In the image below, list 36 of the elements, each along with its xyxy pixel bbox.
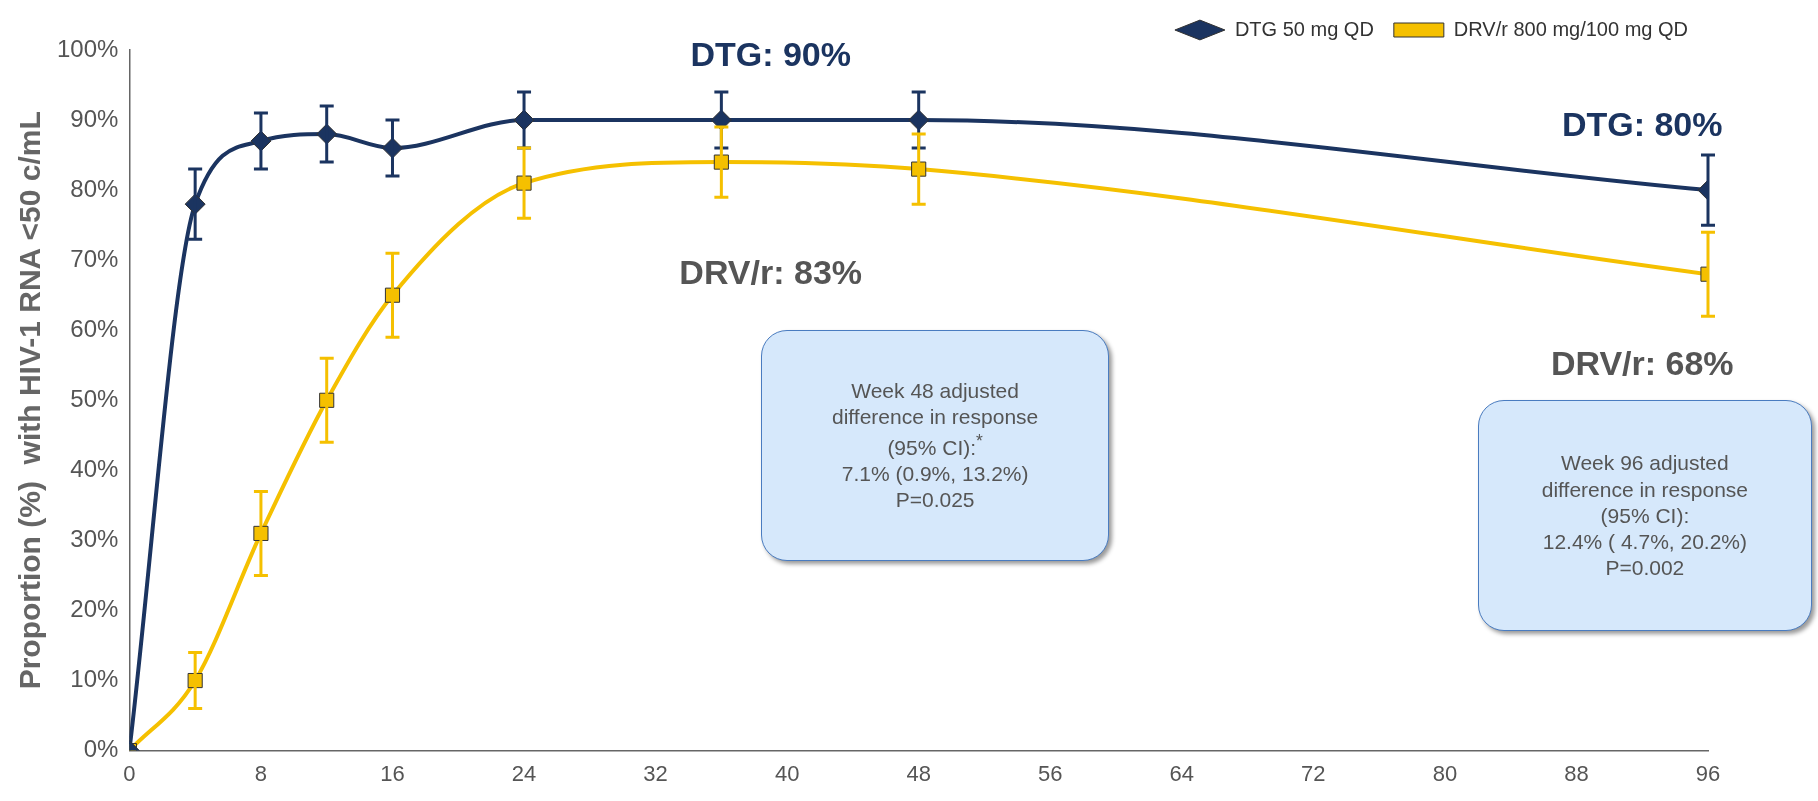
y-axis-title: Proportion (%) with HIV-1 RNA <50 c/mL — [13, 111, 47, 690]
y-tick-label: 60% — [70, 314, 119, 342]
y-tick-label: 100% — [56, 34, 119, 62]
x-tick-label: 40 — [774, 760, 800, 786]
annotation: Week 48 adjusted difference in response (95% CI):$^{*}$ 7.1% (0.9%, 13.2%) P=0.025 — [832, 378, 1039, 514]
y-tick-label: 40% — [70, 454, 119, 482]
y-tick-label: 0% — [83, 735, 119, 763]
x-tick-label: 64 — [1169, 760, 1195, 786]
y-tick-label: 30% — [70, 525, 119, 553]
y-tick-label: 70% — [70, 244, 119, 272]
legend-label: DTG 50 mg QD — [1234, 17, 1374, 40]
annotation: DRV/r: 68% — [1550, 343, 1734, 382]
annotation: DTG: 90% — [690, 35, 851, 74]
x-tick-label: 72 — [1301, 760, 1326, 786]
x-tick-label: 32 — [643, 760, 668, 786]
annotation: DRV/r: 83% — [679, 252, 863, 291]
y-tick-label: 50% — [70, 384, 119, 412]
x-tick-label: 48 — [906, 760, 931, 786]
legend-label: DRV/r 800 mg/100 mg QD — [1453, 17, 1688, 40]
y-tick-label: 80% — [70, 174, 119, 202]
y-tick-label: 90% — [70, 104, 119, 132]
x-tick-label: 96 — [1695, 760, 1721, 786]
callout-box: Week 96 adjusted difference in response (95% CI): 12.4% ( 4.7%, 20.2%) P=0.002 — [1477, 400, 1812, 632]
callout-box: Week 48 adjusted difference in response (95% CI):$^{*}$ 7.1% (0.9%, 13.2%) P=0.025 — [760, 330, 1110, 562]
x-tick-label: 0 — [123, 760, 136, 786]
x-tick-label: 88 — [1564, 760, 1589, 786]
point — [516, 175, 532, 191]
x-tick-label: 56 — [1038, 760, 1063, 786]
y-tick-label: 10% — [70, 665, 119, 693]
x-tick-label: 16 — [380, 760, 405, 786]
x-tick-label: 80 — [1432, 760, 1458, 786]
x-tick-label: 8 — [254, 760, 268, 786]
y-tick-label: 20% — [70, 595, 119, 623]
annotation: DTG: 80% — [1561, 105, 1723, 144]
annotation: Week 96 adjusted difference in response (95% CI): 12.4% ( 4.7%, 20.2%) P=0.002 — [1541, 450, 1748, 582]
x-tick-label: 24 — [511, 760, 537, 786]
